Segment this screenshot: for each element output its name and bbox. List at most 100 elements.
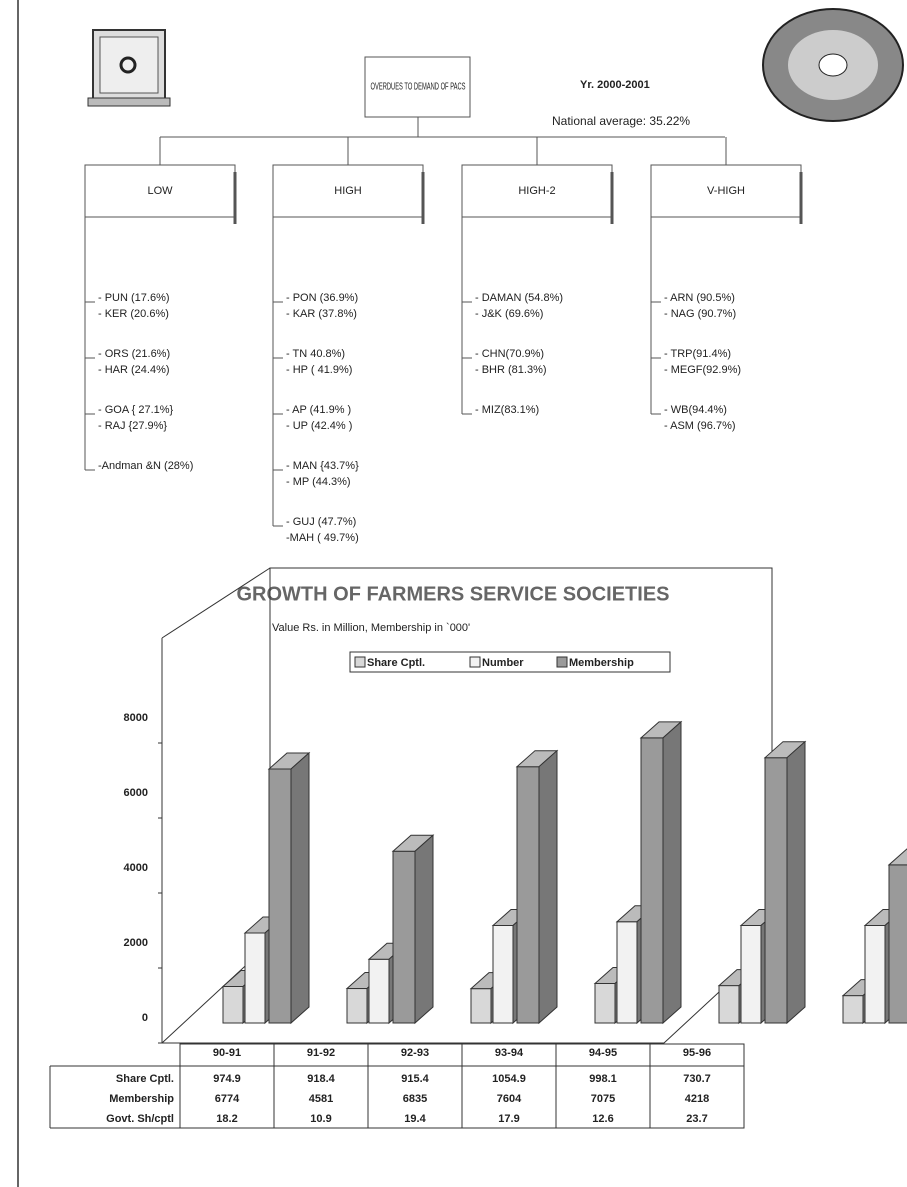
item-label: -Andman &N (28%) [98, 460, 193, 472]
y-tick-label: 8000 [124, 712, 148, 724]
bar [515, 749, 559, 1025]
bar-side [786, 740, 806, 1025]
item-label: - MAN {43.7%} [286, 460, 359, 472]
group-label: HIGH-2 [518, 185, 555, 197]
bar-side [414, 834, 434, 1025]
table-cell: 23.7 [686, 1113, 707, 1125]
column-header: 95-96 [683, 1047, 711, 1059]
item-label: - HP ( 41.9%) [286, 364, 352, 376]
row-label: Govt. Sh/cptl [106, 1113, 174, 1125]
bar-side [290, 751, 310, 1025]
y-tick-label: 2000 [124, 937, 148, 949]
item-label: - KER (20.6%) [98, 308, 169, 320]
group-label: LOW [147, 185, 173, 197]
group-box [650, 164, 802, 218]
item-label: - TRP(91.4%) [664, 348, 731, 360]
group-box [84, 164, 236, 218]
group-label: HIGH [334, 185, 362, 197]
table-cell: 998.1 [589, 1073, 617, 1085]
table-cell: 18.2 [216, 1113, 237, 1125]
bar-front [516, 766, 540, 1024]
item-label: - ASM (96.7%) [664, 420, 736, 432]
row-label: Share Cptl. [116, 1073, 174, 1085]
item-label: - NAG (90.7%) [664, 308, 736, 320]
group-box [272, 164, 424, 218]
chart-subtitle: Value Rs. in Million, Membership in `000… [272, 622, 470, 634]
table-cell: 1054.9 [492, 1073, 526, 1085]
item-label: - PUN (17.6%) [98, 292, 170, 304]
table-cell: 12.6 [592, 1113, 613, 1125]
table-cell: 7604 [497, 1093, 522, 1105]
cd-icon [762, 8, 904, 122]
table-cell: 4218 [685, 1093, 709, 1105]
bar [391, 834, 435, 1025]
table-cell: 17.9 [498, 1113, 519, 1125]
bar-front [888, 864, 907, 1024]
root-label: OVERDUES TO DEMAND OF PACS [371, 82, 466, 93]
item-label: - GOA { 27.1%} [98, 404, 174, 416]
column-header: 91-92 [307, 1047, 335, 1059]
table-cell: 915.4 [401, 1073, 429, 1085]
row-label: Membership [109, 1093, 174, 1105]
item-label: - TN 40.8%) [286, 348, 345, 360]
column-header: 94-95 [589, 1047, 617, 1059]
legend-swatch [469, 656, 481, 668]
safe-icon [87, 29, 171, 107]
group-label: V-HIGH [707, 185, 745, 197]
table-cell: 6774 [215, 1093, 240, 1105]
table-cell: 918.4 [307, 1073, 335, 1085]
y-tick-label: 6000 [124, 787, 148, 799]
item-label: - GUJ (47.7%) [286, 516, 356, 528]
item-label: - CHN(70.9%) [475, 348, 544, 360]
legend-swatch [556, 656, 568, 668]
legend-swatch [354, 656, 366, 668]
legend-label: Number [482, 657, 524, 669]
item-label: - HAR (24.4%) [98, 364, 170, 376]
note: National average: 35.22% [552, 114, 690, 128]
item-label: - ARN (90.5%) [664, 292, 735, 304]
table-cell: 974.9 [213, 1073, 241, 1085]
bar-front [346, 988, 368, 1024]
chart: 0 2000 4000 6000 8000 Share Cptl. Number Member… [49, 567, 907, 1129]
item-label: - WB(94.4%) [664, 404, 727, 416]
legend-box [349, 651, 671, 673]
bar-front [268, 768, 292, 1024]
table-cell: 4581 [309, 1093, 333, 1105]
bar [267, 751, 311, 1025]
item-label: -MAH ( 49.7%) [286, 532, 359, 544]
bar-front [470, 988, 492, 1024]
item-label: - MP (44.3%) [286, 476, 351, 488]
bar-front [764, 757, 788, 1024]
item-label: - KAR (37.8%) [286, 308, 357, 320]
legend-label: Membership [569, 657, 634, 669]
bar-front [594, 982, 616, 1024]
table-cell: 7075 [591, 1093, 615, 1105]
item-label: - PON (36.9%) [286, 292, 358, 304]
item-label: - MEGF(92.9%) [664, 364, 741, 376]
bar-front [616, 921, 638, 1024]
item-label: - UP (42.4% ) [286, 420, 352, 432]
y-tick-label: 0 [142, 1012, 148, 1024]
bar-side [662, 720, 682, 1025]
y-tick-label: 4000 [124, 862, 148, 874]
bar-front [842, 995, 864, 1024]
group-box [461, 164, 613, 218]
legend-label: Share Cptl. [367, 657, 425, 669]
item-label: - J&K (69.6%) [475, 308, 543, 320]
item-label: - ORS (21.6%) [98, 348, 170, 360]
item-label: - RAJ {27.9%} [98, 420, 167, 432]
bar-front [740, 925, 762, 1024]
bar-front [368, 958, 390, 1024]
bar-front [640, 737, 664, 1024]
table-cell: 10.9 [310, 1113, 331, 1125]
bar-front [492, 925, 514, 1024]
bar-front [718, 985, 740, 1024]
column-header: 90-91 [213, 1047, 241, 1059]
bar-top [887, 848, 907, 866]
bar [763, 740, 807, 1025]
item-label: - MIZ(83.1%) [475, 404, 539, 416]
bar-front [864, 925, 886, 1024]
item-label: - AP (41.9% ) [286, 404, 351, 416]
bar-front [222, 985, 244, 1024]
